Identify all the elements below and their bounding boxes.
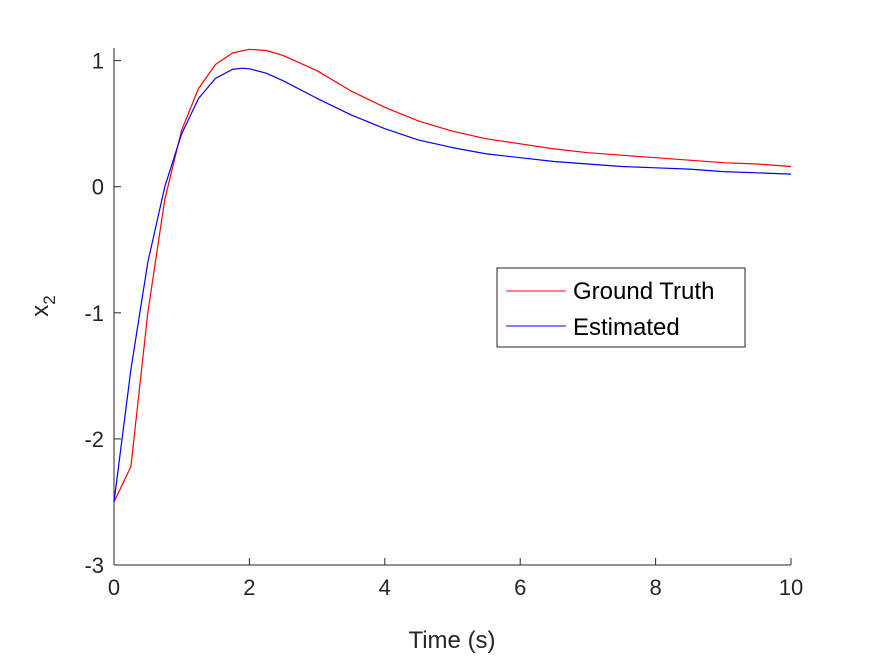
x-axis-label: Time (s)	[408, 627, 495, 654]
x-tick-label: 0	[108, 575, 120, 600]
y-tick-label: -3	[84, 553, 104, 578]
series-line-estimated	[113, 67, 792, 503]
legend-box	[496, 267, 746, 348]
x-tick-label: 10	[779, 575, 803, 600]
y-tick-label: -1	[84, 301, 104, 326]
x-tick-label: 8	[649, 575, 661, 600]
series-layer	[113, 48, 792, 503]
axis-ticks: 0 2 4 6 8 10 -3 -2 -1 0 1	[84, 49, 803, 600]
x-tick-label: 2	[243, 575, 255, 600]
y-tick-label: 1	[92, 49, 104, 74]
legend-label-estimated: Estimated	[573, 314, 680, 341]
x-tick-label: 6	[514, 575, 526, 600]
series-line-ground-truth	[113, 48, 792, 503]
y-tick-label: 0	[92, 175, 104, 200]
y-axis-label: x2	[27, 295, 59, 316]
y-tick-label: -2	[84, 427, 104, 452]
x-tick-label: 4	[379, 575, 391, 600]
y-axis-label-subscript: 2	[40, 295, 59, 304]
legend-label-ground-truth: Ground Truth	[573, 278, 714, 305]
y-axis-label-base: x	[27, 305, 54, 317]
legend: Ground Truth Estimated	[496, 267, 746, 348]
